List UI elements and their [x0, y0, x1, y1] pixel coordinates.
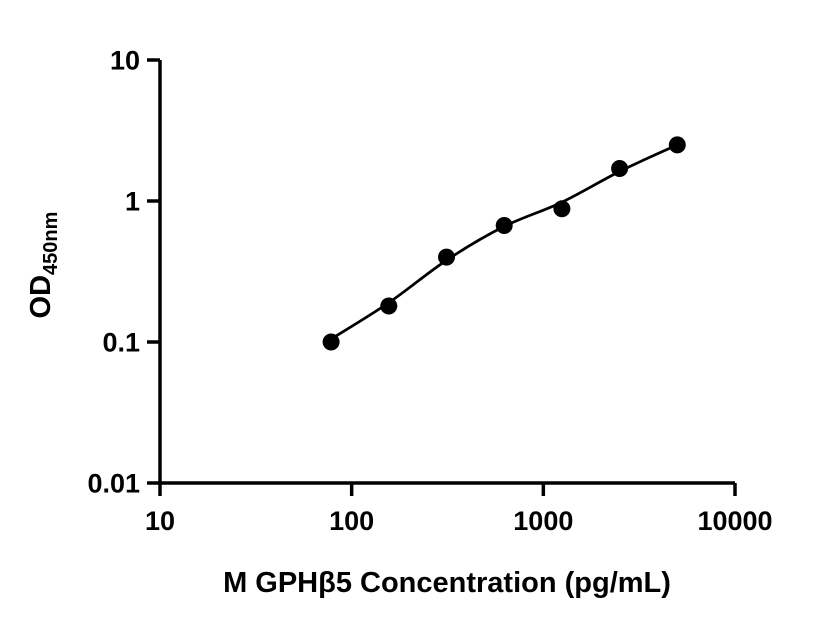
- x-tick-label: 10: [145, 506, 175, 536]
- data-point: [495, 217, 513, 234]
- x-axis-title: M GPHβ5 Concentration (pg/mL): [223, 567, 671, 599]
- data-point: [322, 333, 340, 351]
- axis-spines: [158, 60, 735, 485]
- data-point: [553, 200, 571, 218]
- data-point: [380, 297, 398, 315]
- y-tick-label: 1: [125, 187, 140, 217]
- x-tick-label: 100: [329, 506, 374, 536]
- data-point: [611, 160, 629, 177]
- x-tick-label: 1000: [513, 506, 573, 536]
- data-point: [668, 136, 686, 154]
- y-tick-label: 0.01: [87, 469, 140, 499]
- y-tick-label: 0.1: [102, 328, 140, 358]
- y-axis-title: OD450nm: [25, 212, 62, 319]
- y-axis-title-subscript: 450nm: [40, 212, 62, 275]
- y-tick-label: 10: [110, 46, 140, 76]
- data-point: [438, 248, 455, 266]
- y-axis-title-main: OD: [25, 275, 57, 319]
- x-tick-label: 10000: [697, 506, 772, 536]
